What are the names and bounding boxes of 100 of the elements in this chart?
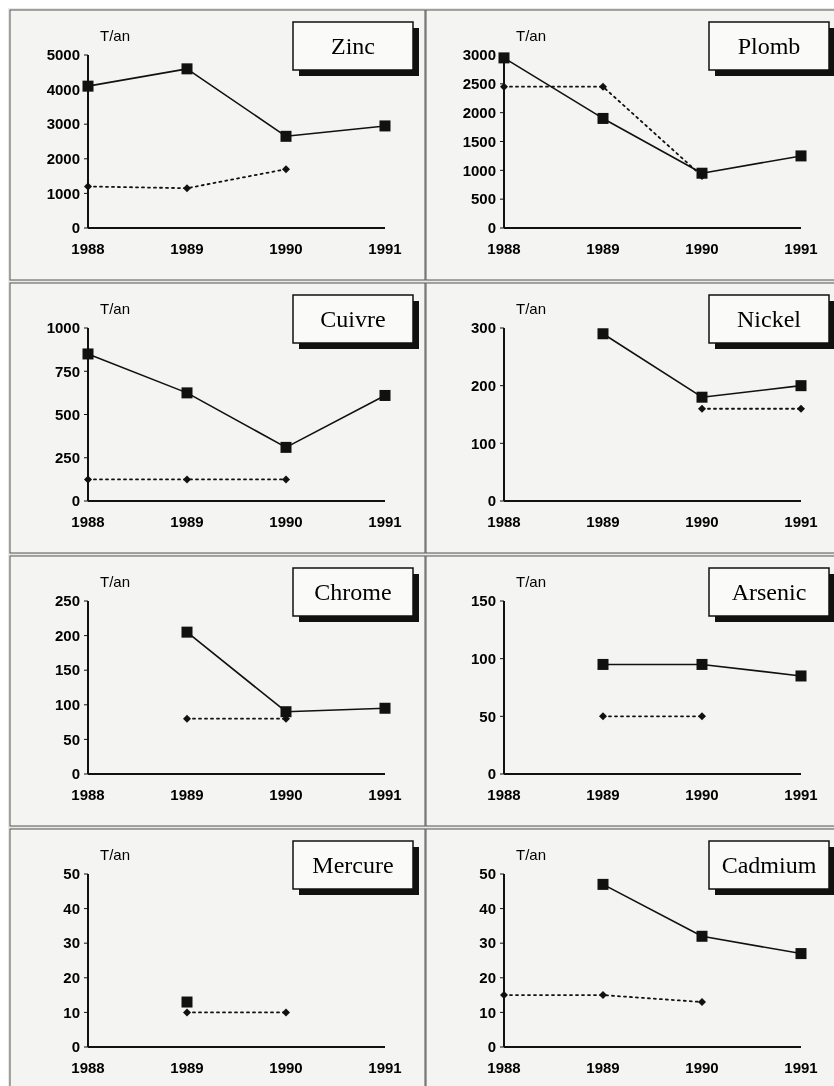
point: [379, 389, 391, 401]
x-tick-label: 1991: [784, 786, 818, 803]
point: [597, 112, 609, 124]
point: [599, 712, 607, 721]
y-tick-label: 500: [470, 190, 496, 208]
y-tick-label: 300: [470, 319, 496, 337]
y-tick-label: 200: [54, 626, 80, 644]
y-axis-title: T/an: [100, 27, 131, 44]
y-tick-label: 0: [71, 492, 80, 510]
x-tick-label: 1989: [586, 1059, 620, 1076]
y-tick-label: 2500: [462, 75, 496, 93]
y-tick-label: 0: [71, 219, 80, 237]
point: [183, 184, 191, 193]
y-axis-title: T/an: [516, 573, 547, 590]
y-tick-label: 30: [63, 934, 80, 952]
x-tick-label: 1991: [784, 513, 818, 530]
y-axis-title: T/an: [100, 573, 131, 590]
y-tick-label: 1000: [46, 184, 80, 202]
y-tick-label: 20: [63, 969, 80, 987]
x-tick-label: 1989: [170, 240, 204, 257]
point: [280, 441, 292, 453]
point: [795, 150, 807, 162]
x-tick-label: 1990: [269, 513, 303, 530]
point: [698, 404, 706, 413]
x-tick-label: 1990: [685, 513, 719, 530]
point: [181, 626, 193, 638]
x-tick-label: 1990: [269, 786, 303, 803]
y-tick-label: 750: [54, 362, 80, 380]
y-tick-label: 100: [54, 696, 80, 714]
y-tick-label: 500: [54, 405, 80, 423]
point: [696, 658, 708, 670]
y-tick-label: 40: [63, 899, 80, 917]
y-axis-title: T/an: [100, 300, 131, 317]
y-tick-label: 1000: [462, 161, 496, 179]
y-tick-label: 150: [470, 592, 496, 610]
point: [282, 165, 290, 174]
chart-title: Plomb: [737, 33, 801, 60]
y-tick-label: 0: [487, 765, 496, 783]
point: [84, 182, 92, 191]
y-tick-label: 50: [479, 707, 496, 725]
x-tick-label: 1989: [586, 786, 620, 803]
y-tick-label: 100: [470, 649, 496, 667]
x-tick-label: 1991: [368, 1059, 402, 1076]
x-tick-label: 1988: [71, 240, 105, 257]
point: [597, 658, 609, 670]
y-tick-label: 50: [63, 730, 80, 748]
point: [280, 706, 292, 718]
x-tick-label: 1989: [170, 513, 204, 530]
point: [498, 52, 510, 64]
x-tick-label: 1989: [170, 1059, 204, 1076]
y-tick-label: 1000: [46, 319, 80, 337]
x-tick-label: 1988: [71, 786, 105, 803]
x-tick-label: 1989: [170, 786, 204, 803]
point: [597, 328, 609, 340]
y-tick-label: 0: [487, 1038, 496, 1056]
x-tick-label: 1991: [784, 240, 818, 257]
y-tick-label: 10: [479, 1003, 496, 1021]
point: [379, 120, 391, 132]
point: [597, 878, 609, 890]
point: [82, 80, 94, 92]
point: [696, 391, 708, 403]
point: [698, 712, 706, 721]
x-tick-label: 1988: [71, 513, 105, 530]
y-tick-label: 10: [63, 1003, 80, 1021]
point: [795, 948, 807, 960]
point: [282, 475, 290, 484]
point: [599, 82, 607, 91]
y-tick-label: 2000: [462, 103, 496, 121]
point: [698, 998, 706, 1007]
x-tick-label: 1989: [586, 240, 620, 257]
point: [84, 475, 92, 484]
x-tick-label: 1991: [368, 240, 402, 257]
y-axis-title: T/an: [516, 300, 547, 317]
point: [82, 348, 94, 360]
x-tick-label: 1991: [784, 1059, 818, 1076]
x-tick-label: 1989: [586, 513, 620, 530]
y-tick-label: 30: [479, 934, 496, 952]
point: [181, 63, 193, 75]
y-tick-label: 250: [54, 592, 80, 610]
x-tick-label: 1990: [685, 786, 719, 803]
chart-title: Arsenic: [731, 579, 807, 606]
point: [599, 991, 607, 1000]
x-tick-label: 1990: [685, 240, 719, 257]
y-tick-label: 40: [479, 899, 496, 917]
x-tick-label: 1988: [487, 786, 521, 803]
chart-title: Chrome: [314, 579, 392, 606]
point: [183, 475, 191, 484]
point: [795, 380, 807, 392]
y-tick-label: 1500: [462, 132, 496, 150]
point: [183, 714, 191, 723]
y-tick-label: 20: [479, 969, 496, 987]
y-tick-label: 0: [487, 219, 496, 237]
y-tick-label: 2000: [46, 150, 80, 168]
point: [181, 387, 193, 399]
chart-title: Cuivre: [320, 306, 386, 333]
point: [280, 130, 292, 142]
x-tick-label: 1991: [368, 786, 402, 803]
y-tick-label: 3000: [46, 115, 80, 133]
x-tick-label: 1988: [487, 1059, 521, 1076]
point: [379, 702, 391, 714]
